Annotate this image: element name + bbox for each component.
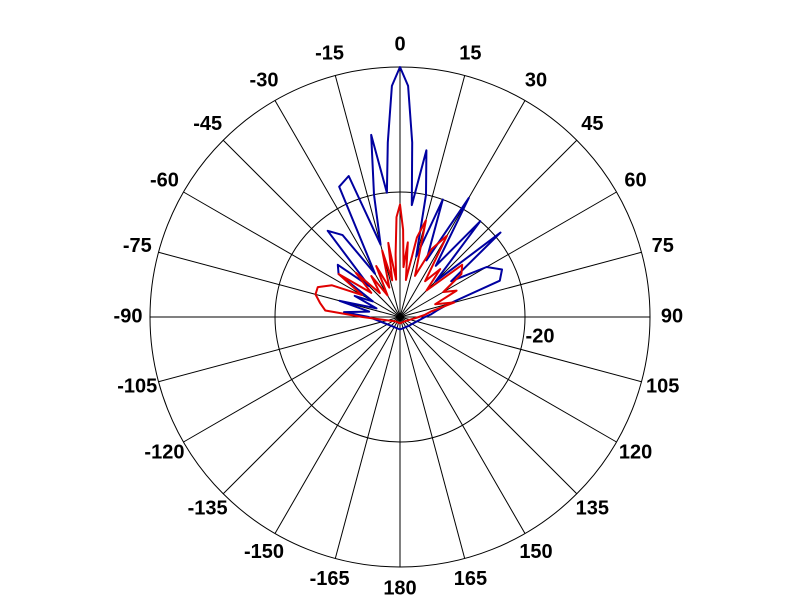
pattern-line — [314, 203, 464, 325]
angle-label: 15 — [459, 43, 481, 65]
radial-label: -20 — [526, 325, 555, 347]
angle-label: 165 — [454, 568, 487, 590]
angle-label: -120 — [144, 441, 184, 463]
angle-label: -15 — [315, 43, 344, 65]
pattern-line — [326, 66, 503, 331]
angle-label: -60 — [150, 169, 179, 191]
angle-label: -135 — [188, 498, 228, 520]
angle-label: 90 — [661, 305, 683, 327]
angle-label: -75 — [123, 235, 152, 257]
angle-label: 60 — [624, 169, 646, 191]
radial-ring — [274, 191, 526, 443]
angle-label: 135 — [576, 498, 609, 520]
angle-label: 45 — [581, 113, 603, 135]
angle-label: 105 — [646, 376, 679, 398]
angle-label: -105 — [117, 376, 157, 398]
angle-label: 30 — [525, 70, 547, 92]
angle-label: 180 — [383, 577, 416, 599]
angle-label: 150 — [519, 541, 552, 563]
angle-label: 0 — [394, 33, 405, 55]
angle-label: -90 — [114, 305, 143, 327]
angle-label: -150 — [244, 541, 284, 563]
angle-label: -45 — [193, 113, 222, 135]
angle-label: -165 — [310, 568, 350, 590]
angle-label: 75 — [652, 235, 674, 257]
angle-label: -30 — [250, 70, 279, 92]
angle-label: 120 — [619, 441, 652, 463]
